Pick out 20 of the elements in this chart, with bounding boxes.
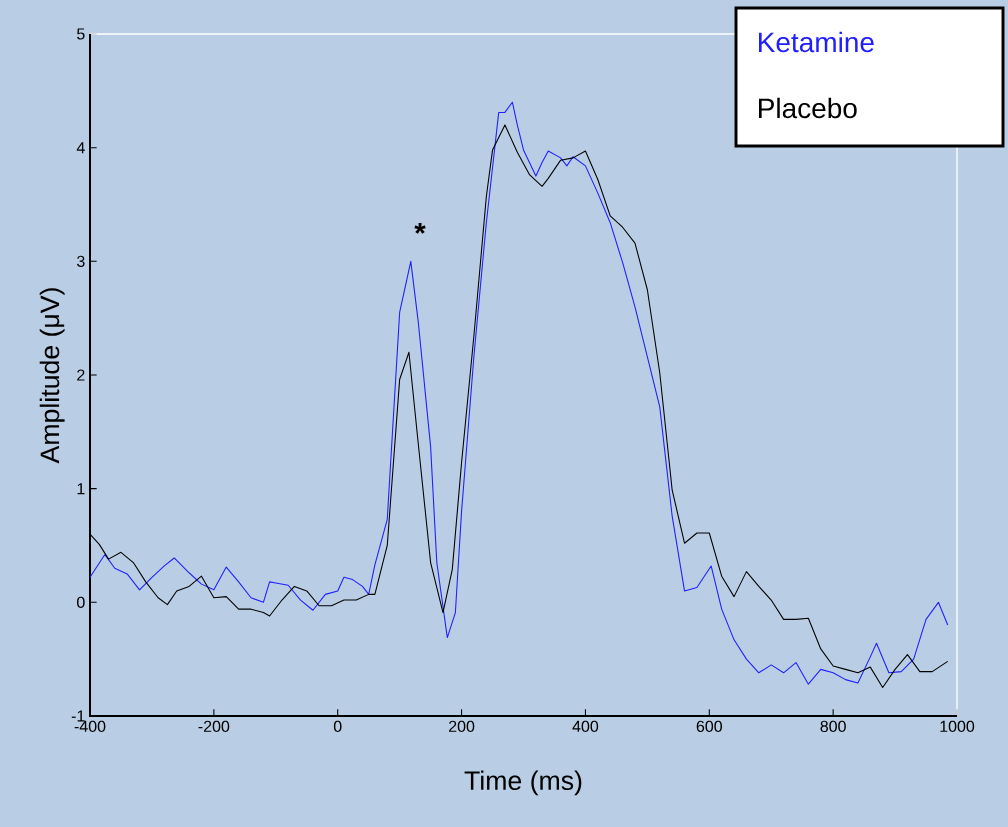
- y-tick-label: 4: [76, 142, 85, 154]
- x-tick-label: 1000: [940, 720, 975, 733]
- y-tick-label: 5: [77, 28, 85, 40]
- y-tick-label: 3: [77, 255, 85, 267]
- x-axis-title: Time (ms): [464, 770, 582, 796]
- y-tick-label: 2: [77, 369, 85, 381]
- x-tick-label: 800: [820, 720, 846, 733]
- y-tick-label: 1: [77, 483, 85, 495]
- y-tick-label: -1: [71, 710, 85, 722]
- x-tick-label: -400: [74, 720, 106, 733]
- x-tick-label: 0: [333, 720, 342, 733]
- x-tick-label: 200: [449, 720, 475, 733]
- text: Placebo: [759, 97, 857, 119]
- text: Ketamine: [759, 31, 874, 53]
- x-tick-label: -200: [198, 720, 230, 733]
- x-tick-label: 600: [696, 720, 723, 733]
- annotation: *: [414, 222, 426, 234]
- x-tick-label: 400: [572, 720, 599, 733]
- y-tick-label: 0: [77, 596, 85, 608]
- y-axis-title: Amplitude (μV): [39, 288, 65, 464]
